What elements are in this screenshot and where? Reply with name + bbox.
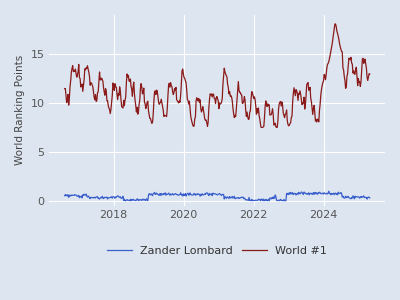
Y-axis label: World Ranking Points: World Ranking Points bbox=[15, 55, 25, 165]
Line: Zander Lombard: Zander Lombard bbox=[65, 191, 370, 201]
Line: World #1: World #1 bbox=[65, 24, 370, 127]
Legend: Zander Lombard, World #1: Zander Lombard, World #1 bbox=[103, 242, 332, 260]
